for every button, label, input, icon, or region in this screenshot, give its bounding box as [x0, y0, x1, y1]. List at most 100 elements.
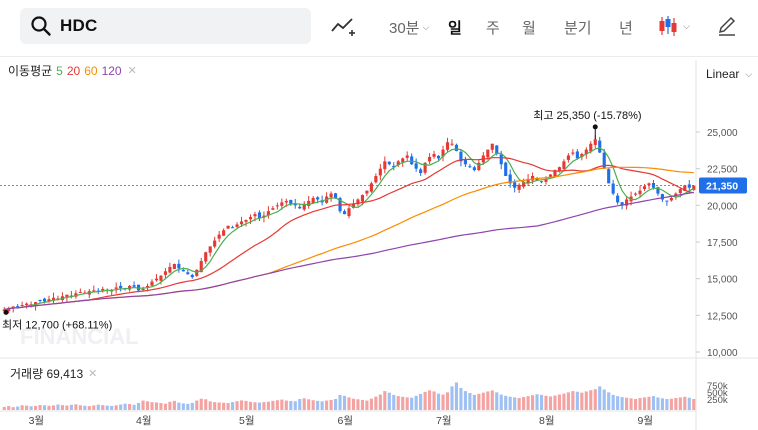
- minute-interval-dropdown[interactable]: 30분 ⌵: [389, 17, 429, 38]
- candle-body: [598, 140, 602, 153]
- volume-bar: [486, 391, 490, 410]
- volume-bar: [213, 402, 217, 410]
- volume-bar: [638, 398, 642, 410]
- candle-body: [522, 181, 526, 187]
- candle-body: [284, 200, 288, 203]
- candle-body: [217, 234, 221, 239]
- tab-quarter[interactable]: 분기: [564, 20, 592, 37]
- candle-body: [51, 297, 56, 301]
- chart-type-dropdown[interactable]: ⌵: [657, 15, 690, 37]
- volume-bar: [128, 404, 132, 410]
- candle-body: [638, 190, 642, 195]
- candle-body: [633, 193, 638, 195]
- candle-body: [271, 208, 275, 210]
- volume-legend[interactable]: 거래량 69,413 ✕: [10, 365, 97, 382]
- volume-bar: [320, 401, 324, 410]
- candle-body: [410, 156, 414, 165]
- volume-bar: [611, 394, 615, 410]
- search-box[interactable]: HDC: [20, 8, 311, 44]
- volume-bar: [526, 396, 530, 410]
- scale-dropdown[interactable]: Linear ⌵: [706, 67, 752, 81]
- candle-body: [383, 161, 387, 170]
- candle-body: [78, 291, 82, 293]
- candlestick-icon: [659, 16, 677, 36]
- candle-body: [656, 187, 660, 194]
- volume-bar: [266, 401, 270, 410]
- volume-bar: [262, 402, 266, 410]
- y-tick-label: 22,500: [707, 165, 738, 176]
- candle-body: [486, 149, 490, 158]
- volume-bar: [163, 403, 167, 410]
- candle-body: [419, 169, 423, 174]
- volume-bar: [29, 406, 33, 410]
- volume-bar: [298, 398, 302, 410]
- watermark-text: FINANCIAL: [20, 324, 139, 349]
- volume-bar: [692, 398, 696, 410]
- volume-bar: [365, 400, 369, 410]
- candle-body: [369, 183, 373, 192]
- candle-body: [378, 168, 382, 176]
- moving-average-legend[interactable]: 이동평균 5 20 60 120 ✕: [8, 62, 137, 79]
- candle-body: [665, 200, 669, 202]
- volume-bar: [383, 391, 387, 410]
- candle-body: [589, 143, 593, 152]
- candle-body: [222, 230, 226, 236]
- volume-bar: [531, 395, 535, 410]
- volume-bar: [589, 390, 593, 410]
- ma5-label: 5: [56, 63, 63, 78]
- volume-bar: [481, 392, 485, 410]
- tab-year[interactable]: 년: [619, 20, 633, 37]
- candle-body: [47, 299, 51, 302]
- candle-body: [199, 261, 203, 273]
- price-chart[interactable]: FINANCIAL 25,000 22,500 20,000 17,500 15,000 1…: [0, 60, 758, 430]
- volume-label: 거래량 69,413: [10, 367, 84, 381]
- candle-body: [620, 202, 624, 206]
- x-tick-label: 7월: [436, 415, 452, 427]
- tab-week[interactable]: 주: [486, 20, 500, 37]
- candle-body: [168, 266, 172, 273]
- volume-tick-label: 500k: [707, 388, 728, 399]
- y-tick-label: 20,000: [707, 201, 738, 212]
- candle-body: [289, 199, 293, 204]
- volume-bar: [199, 398, 203, 410]
- candle-body: [195, 269, 199, 276]
- volume-bar: [42, 405, 47, 410]
- current-price-text: 21,350: [706, 181, 738, 193]
- volume-bar: [141, 400, 145, 410]
- close-icon[interactable]: ✕: [88, 368, 98, 380]
- volume-bar: [190, 402, 194, 410]
- volume-bar: [325, 400, 329, 410]
- candle-body: [513, 182, 517, 188]
- volume-bar: [110, 405, 114, 410]
- trendline-add-icon[interactable]: [330, 14, 356, 40]
- candle-body: [678, 189, 682, 194]
- volume-bar: [342, 395, 347, 410]
- candle-body: [244, 220, 248, 222]
- search-input[interactable]: HDC: [60, 16, 98, 35]
- volume-bar: [647, 396, 651, 410]
- volume-bar: [293, 401, 297, 410]
- volume-bar: [231, 402, 235, 410]
- volume-bar: [477, 393, 481, 410]
- pencil-icon[interactable]: [715, 14, 739, 38]
- volume-bar: [513, 397, 517, 410]
- volume-bar: [660, 398, 664, 410]
- tab-day[interactable]: 일: [448, 20, 462, 37]
- volume-bar: [181, 403, 185, 410]
- scale-label: Linear: [706, 67, 740, 81]
- volume-bar: [154, 402, 159, 410]
- candle-body: [360, 195, 364, 202]
- volume-bar: [642, 397, 647, 410]
- tab-month[interactable]: 월: [522, 20, 536, 37]
- candle-body: [557, 167, 562, 171]
- volume-bar: [633, 398, 638, 410]
- close-icon[interactable]: ✕: [127, 65, 137, 77]
- candle-body: [154, 278, 159, 281]
- candle-body: [342, 211, 347, 215]
- candle-body: [562, 161, 566, 169]
- volume-bar: [571, 391, 575, 410]
- volume-bar: [7, 406, 11, 410]
- candle-body: [365, 190, 369, 194]
- volume-bar: [195, 400, 199, 410]
- volume-bar: [253, 402, 257, 410]
